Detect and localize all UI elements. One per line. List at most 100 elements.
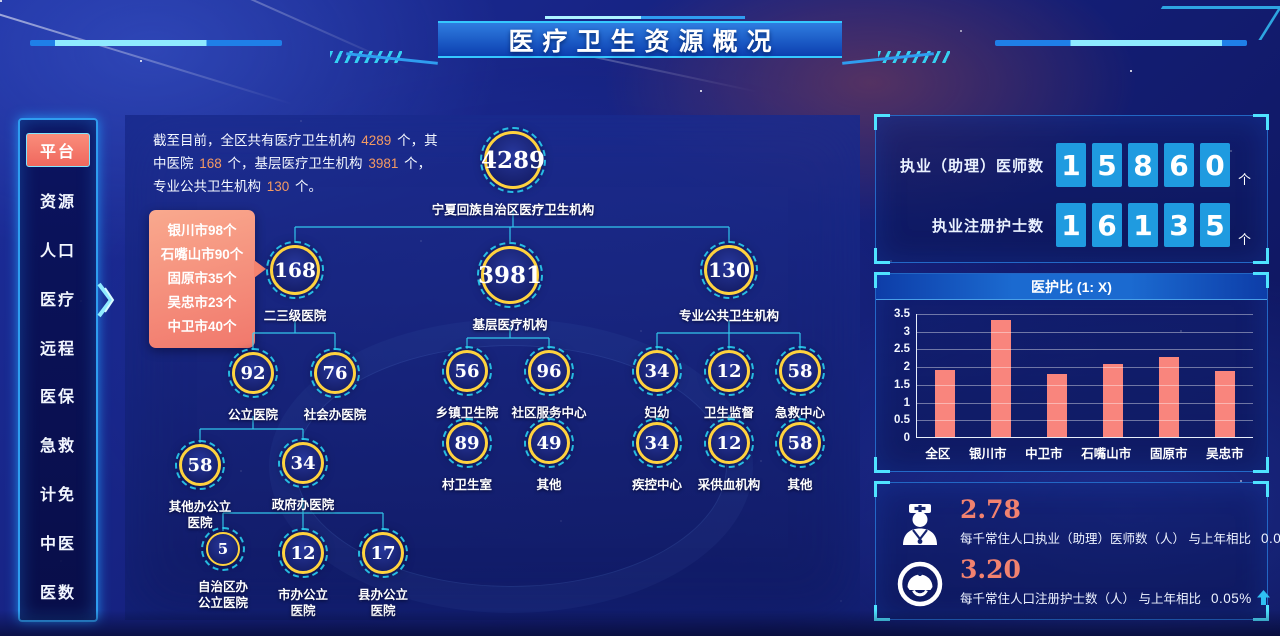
org-node-blood-supply: 12 采供血机构 [698,418,760,492]
sidebar-item-population[interactable]: 人口 [39,242,76,260]
ratio-bar [1103,363,1123,437]
org-node-supervision: 12 卫生监督 [704,346,754,420]
digit-box: 1 [1127,203,1158,247]
digit-box: 0 [1199,143,1230,187]
callout-line: 石嘴山市90个 [160,247,244,262]
org-node-other-public-hospital: 58 其他办公立 医院 [169,440,231,530]
org-node-village-clinic: 89 村卫生室 [442,418,492,492]
callout-line: 中卫市40个 [167,319,237,334]
title-banner: 医疗卫生资源概况 [438,21,842,58]
sidebar-item-meddata[interactable]: 医数 [39,584,76,602]
gridline [917,420,1253,422]
org-node-community: 96 社区服务中心 [511,346,587,420]
org-node-public-hospital: 92 公立医院 [228,348,278,422]
sidebar-item-remote[interactable]: 远程 [39,340,76,358]
ratio-bar [1159,356,1179,437]
y-tick-label: 1 [903,396,910,409]
gridline [917,349,1253,351]
sidebar-item-immunization[interactable]: 计免 [39,487,76,505]
digit-box: 3 [1163,203,1194,247]
gridline [917,402,1253,404]
ratio-chart-yaxis: 0 0.5 1 1.5 2 2.5 3 3.5 [882,308,916,444]
digit-box: 1 [1055,143,1086,187]
sidebar-item-emergency[interactable]: 急救 [39,438,76,456]
doctor-kpi-row: 2.78 每千常住人口执业（助理）医师数（人） 与上年相比 0.05% [896,497,1280,548]
nurse-count-label: 执业注册护士数 [931,217,1044,235]
nurse-kpi-label: 每千常住人口注册护士数（人） 与上年相比 [960,592,1201,606]
summary-text: 截至目前，全区共有医疗卫生机构 4289 个，其中医院 168 个，基层医疗卫生… [153,133,438,194]
nurse-icon [896,560,944,608]
org-node-region-hospital: 5 自治区办 公立医院 [198,527,248,610]
x-tick-label: 石嘴山市 [1081,447,1132,461]
nurse-kpi-value: 3.20 [960,555,1021,584]
callout-line: 吴忠市23个 [167,295,237,310]
ratio-bar [935,369,955,437]
header-decor-topline [545,16,745,19]
doctor-kpi-value: 2.78 [960,495,1021,524]
x-tick-label: 吴忠市 [1206,447,1244,461]
doctor-count-label: 执业（助理）医师数 [899,157,1044,175]
x-tick-label: 中卫市 [1025,447,1063,461]
ratio-chart-title: 医护比 (1: X) [876,274,1267,300]
sidebar-item-resources[interactable]: 资源 [39,193,76,211]
sidebar-item-medical[interactable]: 医疗 [39,291,76,309]
digit-box: 1 [1055,203,1086,247]
callout-line: 银川市98个 [167,223,237,238]
gridline [917,331,1253,333]
ratio-chart-plot [916,314,1253,438]
org-node-city-hospital: 12 市办公立 医院 [278,528,328,618]
digit-box: 5 [1199,203,1230,247]
ratio-bar [1215,370,1235,437]
doctor-kpi-text: 2.78 每千常住人口执业（助理）医师数（人） 与上年相比 0.05% [960,497,1280,548]
header-decor-bar-left [30,40,282,46]
gridline [917,384,1253,386]
org-node-hospitals: 168 二三级医院 [264,241,326,323]
sidebar-item-insurance[interactable]: 医保 [39,389,76,407]
digit-box: 5 [1091,143,1122,187]
org-overview-panel: 截至目前，全区共有医疗卫生机构 4289 个，其中医院 168 个，基层医疗卫生… [125,115,860,620]
org-node-county-hospital: 17 县办公立 医院 [358,528,408,618]
org-node-township: 56 乡镇卫生院 [436,346,498,420]
sidebar-expand-chevron-icon[interactable] [96,280,116,325]
y-tick-label: 3 [903,325,910,338]
sidebar-item-tcm[interactable]: 中医 [39,536,76,553]
y-tick-label: 3.5 [894,308,910,320]
org-node-public-health: 130 专业公共卫生机构 [679,241,779,323]
nurse-count-unit: 个 [1237,232,1251,247]
decor-light-streak [0,6,294,106]
doctor-icon [896,500,944,548]
y-tick-label: 1.5 [894,378,910,391]
digit-box: 6 [1163,143,1194,187]
doctor-nurse-ratio-panel: 医护比 (1: X) 0 0.5 1 1.5 2 2.5 3 3.5 全区 银川市 中卫市 石嘴山市… [874,272,1269,473]
ratio-bar [991,320,1011,437]
doctor-kpi-label: 每千常住人口执业（助理）医师数（人） 与上年相比 [960,532,1251,546]
org-node-social-hospital: 76 社会办医院 [304,348,366,422]
y-tick-label: 0.5 [894,414,910,427]
header-decor-corner [1141,6,1280,40]
org-node-grassroots: 3981 基层医疗机构 [472,242,548,332]
x-tick-label: 固原市 [1149,447,1188,461]
ratio-chart-xlabels: 全区 银川市 中卫市 石嘴山市 固原市 吴忠市 [916,443,1253,462]
header-decor-bar-right [995,40,1247,46]
org-node-maternal: 34 妇幼 [632,346,682,420]
sidebar-item-platform[interactable]: 平台 [26,133,90,167]
org-node-emergency-center: 58 急救中心 [775,346,825,420]
org-node-gov-hospital: 34 政府办医院 [272,438,334,512]
y-tick-label: 2 [903,361,910,374]
doctor-kpi-change: 0.05% [1260,531,1280,546]
x-tick-label: 银川市 [968,447,1007,461]
org-node-grassroots-other: 49 其他 [524,418,574,492]
doctor-count-unit: 个 [1237,172,1251,187]
page-title: 医疗卫生资源概况 [508,27,781,56]
sidebar-nav: 平台 资源 人口 医疗 远程 医保 急救 计免 中医 医数 [18,118,98,622]
gridline [917,314,1253,315]
digit-box: 8 [1127,143,1158,187]
nurse-kpi-change: 0.05% [1210,591,1252,606]
y-tick-label: 0 [903,432,910,444]
gridline [917,367,1253,369]
nurse-kpi-row: 3.20 每千常住人口注册护士数（人） 与上年相比 0.05% [896,557,1270,608]
